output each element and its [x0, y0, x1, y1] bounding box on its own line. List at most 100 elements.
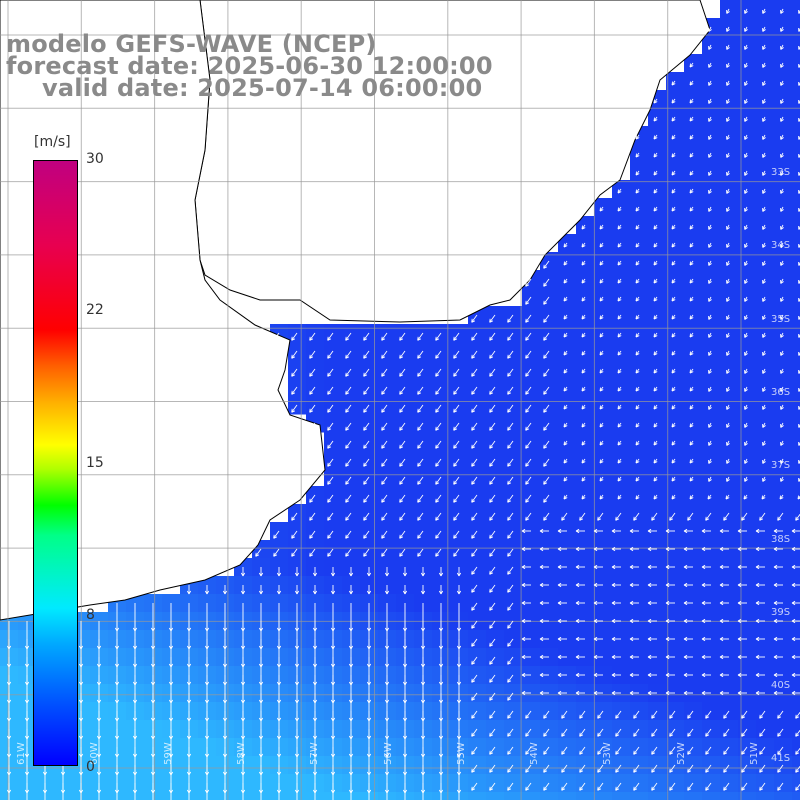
- wind-arrow-head: [539, 692, 544, 696]
- wind-arrow: [363, 386, 370, 395]
- wind-arrow-head: [737, 656, 742, 660]
- wind-arrow-head: [593, 674, 598, 678]
- wind-arrow-head: [683, 600, 688, 604]
- wind-arrow-head: [726, 65, 730, 68]
- wind-arrow: [615, 512, 622, 521]
- wind-arrow-head: [521, 654, 526, 658]
- wind-arrow-head: [539, 690, 544, 694]
- wind-arrow-head: [701, 672, 706, 676]
- wind-arrow: [489, 728, 496, 737]
- wind-arrow-head: [629, 582, 634, 586]
- speed-cell: [792, 378, 800, 397]
- wind-arrow-head: [276, 572, 280, 577]
- wind-arrow: [597, 728, 604, 737]
- wind-arrow-head: [417, 374, 422, 377]
- wind-arrow-head: [489, 482, 494, 485]
- wind-arrow: [507, 512, 514, 521]
- wind-arrow: [507, 548, 514, 557]
- wind-arrow-head: [489, 662, 494, 665]
- speed-cell: [792, 306, 800, 325]
- wind-arrow-head: [581, 263, 586, 266]
- wind-arrow-head: [795, 518, 800, 521]
- wind-arrow: [507, 476, 514, 485]
- wind-arrow: [579, 746, 586, 755]
- wind-arrow-head: [744, 101, 748, 104]
- wind-arrow-head: [708, 371, 712, 374]
- wind-arrow: [363, 422, 370, 431]
- wind-arrow-head: [381, 410, 386, 413]
- wind-arrow-head: [701, 582, 706, 586]
- speed-cell: [558, 576, 577, 595]
- wind-arrow-head: [653, 335, 658, 338]
- wind-arrow-head: [539, 548, 544, 552]
- wind-arrow-head: [798, 246, 800, 248]
- wind-arrow-head: [521, 546, 526, 550]
- wind-arrow: [489, 530, 496, 539]
- wind-arrow: [543, 368, 550, 377]
- wind-arrow: [687, 512, 694, 521]
- speed-cell: [540, 792, 559, 800]
- wind-arrow-head: [617, 335, 622, 338]
- wind-arrow: [291, 404, 298, 413]
- wind-arrow-head: [773, 566, 778, 570]
- wind-arrow: [417, 476, 424, 485]
- wind-arrow-head: [701, 528, 706, 532]
- speed-cell: [774, 648, 793, 667]
- wind-arrow-head: [543, 446, 548, 449]
- wind-arrow-head: [791, 654, 796, 658]
- wind-arrow-head: [780, 155, 784, 158]
- wind-arrow-head: [744, 191, 748, 194]
- speed-cell: [558, 522, 577, 541]
- wind-arrow-head: [599, 497, 604, 500]
- wind-arrow-head: [665, 620, 670, 624]
- wind-arrow: [507, 566, 514, 575]
- wind-arrow: [381, 494, 388, 503]
- speed-cell: [666, 630, 685, 649]
- wind-arrow: [507, 620, 514, 629]
- wind-arrow-head: [773, 636, 778, 640]
- wind-arrow: [543, 782, 550, 791]
- speed-cell: [540, 558, 559, 577]
- wind-arrow-head: [719, 674, 724, 678]
- wind-arrow-head: [669, 788, 674, 791]
- wind-arrow: [489, 638, 496, 647]
- wind-arrow: [309, 404, 316, 413]
- wind-arrow-head: [708, 443, 712, 446]
- wind-arrow-head: [350, 572, 354, 577]
- wind-arrow-head: [791, 600, 796, 604]
- wind-arrow-head: [440, 590, 444, 595]
- wind-arrow-head: [593, 656, 598, 660]
- wind-arrow-head: [599, 425, 604, 428]
- wind-arrow-head: [773, 530, 778, 534]
- wind-arrow-head: [435, 374, 440, 377]
- wind-arrow-head: [791, 692, 796, 696]
- wind-arrow-head: [755, 600, 760, 604]
- wind-arrow-head: [581, 227, 586, 230]
- wind-arrow-head: [617, 479, 622, 482]
- wind-arrow-head: [719, 692, 724, 696]
- wind-arrow: [543, 512, 550, 521]
- wind-arrow: [705, 782, 712, 791]
- wind-arrow-head: [629, 600, 634, 604]
- wind-arrow-head: [525, 446, 530, 449]
- speed-cell: [630, 630, 649, 649]
- wind-arrow-head: [629, 602, 634, 606]
- wind-arrow: [381, 386, 388, 395]
- wind-arrow-head: [755, 620, 760, 624]
- wind-arrow-head: [708, 317, 712, 320]
- wind-arrow-head: [744, 389, 748, 392]
- wind-arrow-head: [489, 320, 494, 323]
- wind-arrow-head: [581, 425, 586, 428]
- speed-cell: [792, 198, 800, 217]
- wind-arrow-head: [593, 530, 598, 534]
- wind-arrow-head: [683, 638, 688, 642]
- wind-arrow-head: [617, 407, 622, 410]
- longitude-label: 54W: [528, 742, 540, 765]
- wind-arrow-head: [314, 572, 318, 577]
- wind-arrow-head: [635, 191, 640, 194]
- speed-cell: [612, 648, 631, 667]
- wind-arrow-head: [345, 428, 350, 431]
- wind-arrow-head: [737, 690, 742, 694]
- wind-arrow: [633, 710, 640, 719]
- wind-arrow-head: [381, 518, 386, 521]
